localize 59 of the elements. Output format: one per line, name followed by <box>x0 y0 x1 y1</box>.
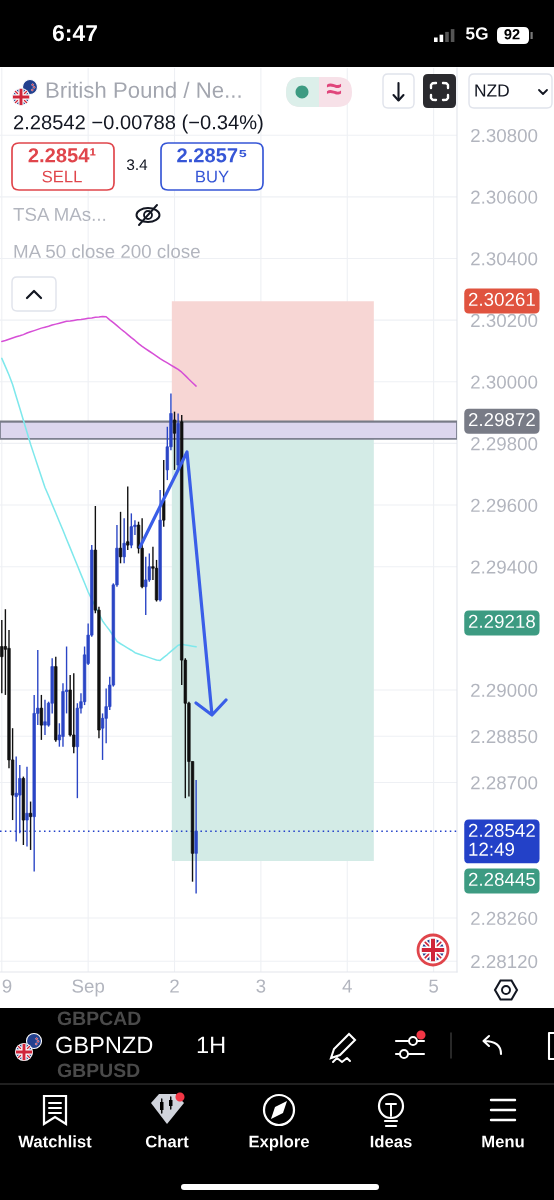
ref-line-label: 2.29872 <box>468 412 535 427</box>
x-tick-label: 4 <box>342 979 352 993</box>
y-tick-label: 2.29800 <box>471 437 538 451</box>
annotation: 2.2854¹ <box>28 148 96 163</box>
text: GBPUSD <box>57 1063 140 1078</box>
x-tick-label: 3 <box>256 979 266 993</box>
y-tick-label: 2.28260 <box>471 911 538 926</box>
line-series <box>1 357 197 662</box>
y-tick-label: 2.30200 <box>471 313 538 328</box>
text: NZD <box>475 84 509 97</box>
text: 2.28445 <box>468 872 535 887</box>
text: Explore <box>249 1135 309 1151</box>
y-tick-label: 2.28850 <box>471 729 538 744</box>
annotation: SELL <box>42 170 82 183</box>
text: Chart <box>145 1135 189 1148</box>
candlestick <box>126 485 130 551</box>
text: 2.29218 <box>468 614 535 629</box>
candlestick <box>43 699 47 736</box>
x-tick-label: 2 <box>170 979 179 993</box>
text: GBPCAD <box>57 1011 141 1026</box>
text: Watchlist <box>18 1135 92 1148</box>
candlestick <box>14 755 18 843</box>
candlestick <box>162 459 166 528</box>
text: 2.28542 −0.00788 (−0.34%) <box>14 114 263 134</box>
candlestick <box>72 672 76 754</box>
y-tick-label: 2.30400 <box>471 252 538 266</box>
text: 2.30261 <box>468 292 535 307</box>
y-tick-label: 2.29400 <box>471 560 538 574</box>
annotation: MA 50 close 200 close <box>14 244 200 259</box>
text: Ideas <box>370 1135 412 1148</box>
candlestick <box>144 556 148 616</box>
y-tick-label: 2.30800 <box>471 128 538 143</box>
y-tick-label: 2.30600 <box>471 190 538 204</box>
candlestick <box>122 517 126 564</box>
candlestick <box>194 779 198 895</box>
text: 6:47 <box>52 24 97 42</box>
chart-title: British Pound / Ne... <box>46 81 241 98</box>
text: 1H <box>197 1036 225 1054</box>
x-tick-label: Sep <box>72 979 105 997</box>
text: 92 <box>504 29 520 40</box>
y-tick-label: 2.29600 <box>471 498 538 513</box>
text: GBPNZD <box>56 1036 153 1054</box>
y-tick-label: 2.29000 <box>471 683 538 697</box>
line-series <box>1 315 197 387</box>
x-tick-label: 9 <box>2 979 12 993</box>
annotation: ≈ <box>326 83 342 95</box>
y-tick-label: 2.28700 <box>471 776 538 790</box>
candlestick <box>28 800 33 851</box>
text: 5G <box>465 27 488 40</box>
text: Menu <box>482 1135 524 1148</box>
annotation: 3.4 <box>126 159 148 171</box>
annotation: 2.2857⁵ <box>177 148 247 163</box>
y-tick-label: 2.28120 <box>471 954 538 969</box>
candlestick <box>129 512 133 549</box>
y-tick-label: 2.30000 <box>471 375 538 389</box>
x-tick-label: 5 <box>429 979 439 993</box>
annotation: BUY <box>196 170 229 183</box>
annotation: TSA MAs... <box>13 207 106 222</box>
ref-line-label: 2.28542 12:49 <box>468 823 535 856</box>
